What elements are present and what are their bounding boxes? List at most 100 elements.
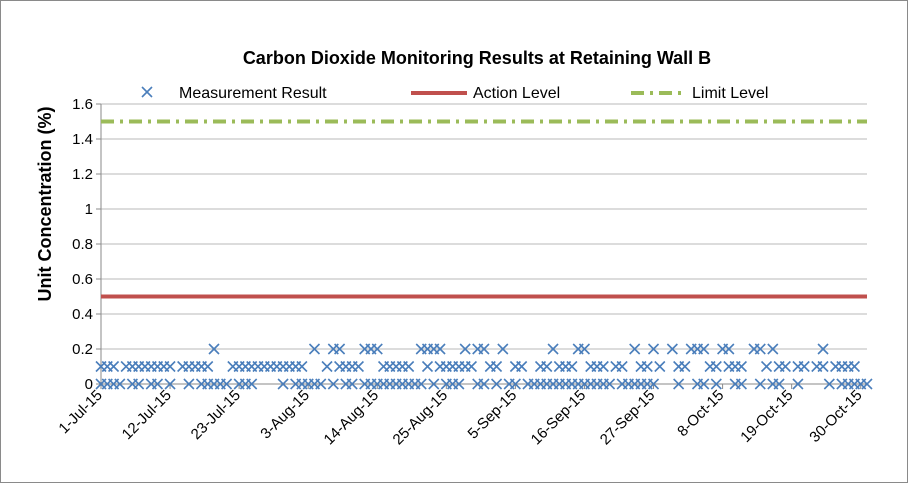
x-tick-label: 30-Oct-15 [806,387,865,446]
y-tick-label: 0.8 [72,236,93,253]
measurement-point [202,360,214,373]
measurement-point [792,378,804,390]
measurement-point [478,343,490,355]
measurement-point [710,360,722,373]
measurement-point [798,360,810,373]
legend-label-limit-level: Limit Level [692,85,768,102]
measurement-point [453,378,465,390]
measurement-point [352,360,364,373]
measurement-point [629,343,641,355]
measurement-point [465,360,478,373]
measurement-point [296,360,308,373]
measurement-point [459,343,471,355]
measurement-point [371,343,383,355]
measurement-point [246,378,258,390]
y-tick-label: 1.4 [72,131,93,148]
measurement-point [133,378,145,390]
y-tick-label: 0.6 [72,271,93,288]
measurement-point [597,360,609,373]
measurement-point [710,378,722,390]
measurement-point [817,360,829,373]
measurement-point [315,378,327,390]
measurement-point [403,360,415,373]
chart-legend: Measurement Result Action Level Limit Le… [141,85,768,102]
measurement-point [767,343,779,355]
x-tick-label: 23-Jul-15 [188,387,244,443]
measurement-point [698,343,710,355]
measurement-point [208,343,220,355]
measurement-point [415,378,427,390]
measurement-point [616,360,628,373]
x-tick-label: 1-Jul-15 [55,387,105,437]
y-tick-label: 1 [85,201,93,218]
x-tick-label: 27-Sep-15 [597,387,659,449]
measurement-point [578,343,591,355]
measurement-point [760,360,773,373]
measurement-point [221,378,233,390]
measurement-point [478,378,490,390]
measurement-point [277,378,289,390]
y-tick-label: 1.6 [72,96,93,113]
measurement-point [509,378,521,390]
reference-lines [101,119,867,299]
measurement-point [547,343,559,355]
measurement-point [754,378,766,390]
measurement-point [434,343,446,355]
measurement-point [823,378,835,390]
x-tick-labels: 1-Jul-15 12-Jul-15 23-Jul-15 3-Aug-15 14-Aug… [55,387,865,449]
measurement-point [114,378,126,390]
measurement-point [641,360,653,373]
y-tick-labels: 0 0.2 0.4 0.6 0.8 1 1.2 1.4 1.6 [72,96,93,393]
measurement-point [566,360,578,373]
measurement-point [541,360,553,373]
measurement-point [183,378,195,390]
measurement-point [321,360,333,373]
measurement-point [679,360,691,373]
measurement-point [327,378,339,390]
y-tick-label: 0.2 [72,341,93,358]
legend-item-limit-level: Limit Level [631,85,768,102]
measurement-point [421,360,434,373]
measurement-point [654,360,666,373]
measurement-point [107,360,120,373]
x-tick-label: 8-Oct-15 [674,387,727,440]
measurement-point [647,378,660,390]
measurement-point [604,378,616,390]
legend-marker-measurement-result [141,86,153,98]
measurement-point [735,360,747,373]
measurement-point [754,343,766,355]
legend-label-measurement-result: Measurement Result [179,85,327,102]
y-axis-label: Unit Concentration (%) [35,107,55,302]
measurement-point [673,378,685,390]
measurement-point [490,378,503,390]
measurement-point [308,343,321,355]
x-tick-label: 5-Sep-15 [465,387,521,443]
measurement-point [490,360,503,373]
measurement-point [334,343,346,355]
measurement-point [164,360,176,373]
measurement-point [817,343,829,355]
measurement-point [497,343,509,355]
measurement-point [848,360,861,373]
measurement-point [647,343,660,355]
x-tick-label: 14-Aug-15 [321,387,383,449]
x-tick-label: 25-Aug-15 [390,387,452,449]
measurement-point [666,343,678,355]
y-tick-label: 1.2 [72,166,93,183]
y-gridlines [96,103,867,385]
x-tick-label: 3-Aug-15 [257,387,313,443]
y-tick-label: 0.4 [72,306,93,323]
measurement-point [779,360,791,373]
x-tick-label: 16-Sep-15 [528,387,590,449]
measurement-point [428,378,440,390]
measurement-point [773,378,785,390]
measurement-point [346,378,358,390]
chart-title: Carbon Dioxide Monitoring Results at Ret… [243,48,711,68]
measurement-point [151,378,164,390]
measurement-markers [95,343,873,390]
y-tick-label: 0 [85,376,93,393]
measurement-point [164,378,176,390]
legend-item-measurement-result: Measurement Result [141,85,327,102]
